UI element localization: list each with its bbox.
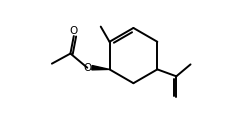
Text: O: O	[83, 63, 92, 73]
Text: O: O	[70, 26, 78, 36]
Polygon shape	[92, 66, 110, 70]
